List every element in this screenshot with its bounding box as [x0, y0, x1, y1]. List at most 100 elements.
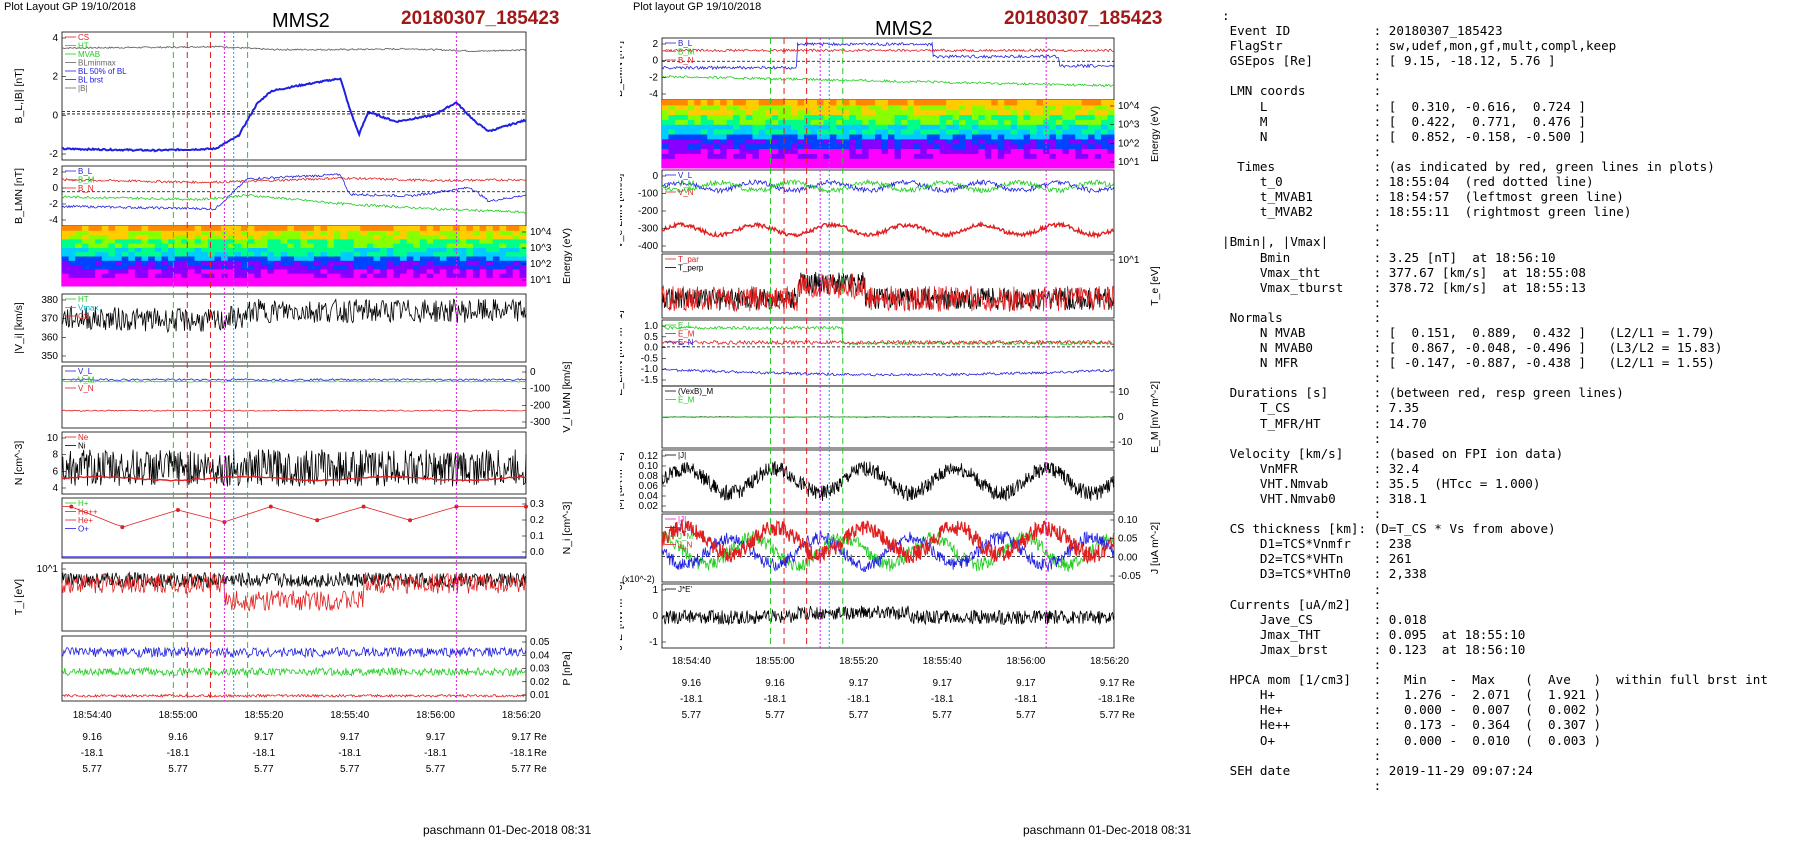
r2-cell — [1036, 114, 1044, 120]
l3-cell — [68, 264, 76, 270]
r2-cell — [784, 104, 792, 111]
l3-cell — [95, 230, 103, 236]
right-time-tick: 18:55:40 — [923, 656, 962, 667]
r2-cell — [881, 100, 889, 106]
r2-cell — [1081, 143, 1089, 150]
l3-cell — [426, 277, 434, 283]
r2-cell — [868, 124, 876, 130]
r2-cell — [694, 119, 702, 125]
l3-cell — [68, 277, 76, 283]
r2-cell — [900, 129, 908, 135]
l3-cell — [313, 243, 322, 248]
l3-cell — [280, 260, 288, 266]
r2-cell — [791, 138, 799, 145]
r2-cell — [713, 148, 721, 154]
r2-cell — [1049, 143, 1057, 150]
r2-cell — [836, 124, 844, 130]
r2-cell — [784, 129, 792, 135]
info-line: N : [ 0.852, -0.158, -0.500 ] — [1222, 128, 1586, 144]
l3-cell — [274, 247, 282, 253]
r2-cell — [1088, 114, 1096, 120]
l3-cell — [287, 230, 295, 236]
l3-cell — [472, 277, 481, 283]
r2-cell — [1036, 163, 1044, 169]
l3-cell — [128, 247, 136, 253]
l5-ylabel: V_i LMN [km/s] — [561, 361, 573, 432]
r2-cell — [771, 134, 779, 140]
l3-cell — [347, 264, 355, 270]
r2-cell — [1068, 129, 1076, 135]
l3-cell — [221, 256, 229, 261]
r2-cell — [952, 100, 960, 106]
r2-cell — [933, 109, 941, 116]
r2-cell — [1062, 148, 1070, 154]
r2-cell — [765, 163, 773, 169]
r2-cell — [791, 158, 799, 164]
r2-cell — [668, 153, 676, 159]
r2-cell — [1042, 109, 1050, 116]
l3-cell — [327, 238, 335, 244]
l3-cell — [492, 251, 500, 257]
r2-cell — [700, 100, 708, 106]
l3-cell — [492, 238, 500, 244]
r2-cell — [1030, 104, 1038, 111]
r2-cell — [946, 163, 954, 169]
r2-cell — [700, 163, 708, 169]
r2-cell — [991, 114, 999, 120]
r2-cell — [1023, 153, 1031, 159]
r2-cell — [810, 153, 818, 159]
r2-cell — [888, 119, 895, 125]
l3-cell — [327, 277, 335, 283]
l3-cell — [247, 273, 255, 278]
r2-cell — [842, 129, 850, 135]
l3-cell — [187, 247, 196, 253]
r2-cell — [1088, 158, 1096, 164]
l3-cell — [360, 277, 368, 283]
l1-ylabel: B_L,|B| [nT] — [13, 68, 25, 123]
right-time-tick: 18:55:20 — [839, 656, 878, 667]
l3-cell — [134, 264, 143, 270]
r2-cell — [868, 100, 876, 106]
l3-cell — [453, 273, 461, 278]
l3-cell — [353, 260, 361, 266]
r2-cell — [900, 158, 908, 164]
r2-cell — [752, 124, 760, 130]
r2-cell — [1030, 163, 1038, 169]
l3-cell — [313, 230, 322, 236]
r2-cell — [700, 124, 708, 130]
l3-cell — [194, 226, 202, 231]
r2-cell — [920, 129, 928, 135]
l3-cell — [260, 226, 268, 231]
l3-cell — [380, 226, 388, 231]
r2-cell — [752, 143, 760, 150]
l3-cell — [141, 247, 149, 253]
l3-cell — [280, 264, 288, 270]
l3-cell — [406, 243, 414, 248]
r2-cell — [888, 100, 895, 106]
l3-cell — [194, 238, 202, 244]
r2-cell — [971, 138, 979, 145]
r2-cell — [823, 104, 831, 111]
r8-jl-line — [661, 530, 1115, 572]
info-line: t_0 : 18:55:04 (red dotted line) — [1222, 174, 1594, 190]
l3-cell — [446, 273, 454, 278]
r2-cell — [984, 148, 992, 154]
l3-cell — [380, 243, 388, 248]
r9-legend-entry: J*E' — [678, 585, 692, 594]
r2-cell — [694, 134, 702, 140]
r2-cell — [868, 114, 876, 120]
left-time-tick: 18:55:00 — [159, 710, 198, 721]
r2-cell — [694, 153, 702, 159]
l4-ylabel: |V_i| [km/s] — [13, 302, 25, 354]
l3-cell — [479, 260, 487, 266]
l3-cell — [75, 281, 83, 287]
r2-cell — [668, 124, 676, 130]
r2-cell — [1010, 138, 1018, 145]
l3-cell — [380, 281, 388, 287]
l3-cell — [214, 281, 222, 287]
l3-cell — [214, 268, 222, 274]
r2-cell — [881, 124, 889, 130]
l3-cell — [260, 260, 268, 266]
r2-cell — [836, 163, 844, 169]
l3-cell — [373, 251, 381, 257]
